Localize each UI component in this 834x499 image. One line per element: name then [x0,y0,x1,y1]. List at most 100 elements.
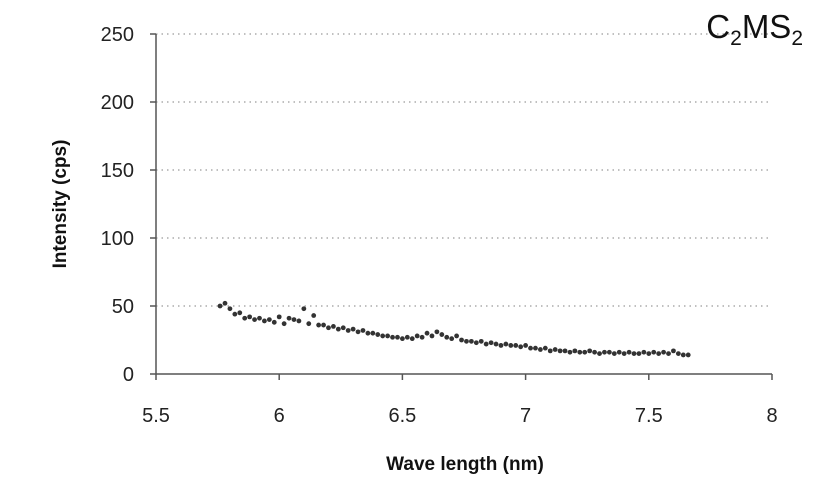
data-point [656,351,662,356]
data-point [350,326,356,332]
data-point [419,334,425,340]
data-point [439,332,445,337]
data-point [262,318,267,324]
y-tick-label: 250 [101,24,134,46]
data-point [252,317,257,322]
sample-label-part: MS [742,8,792,45]
data-point [247,314,253,320]
data-point [473,340,479,346]
data-point [291,317,297,322]
data-point [286,315,292,321]
x-ticks: 5.5 6 6.5 7 7.5 8 [142,374,778,427]
data-point [301,306,307,312]
x-tick-label: 8 [766,405,777,427]
data-point [242,315,248,321]
sample-label: C2MS2 [706,8,803,50]
y-tick-label: 150 [101,160,134,182]
data-point [331,324,336,329]
data-point [587,348,593,354]
data-point [478,338,484,344]
x-tick-label: 6.5 [388,405,416,427]
data-point [276,314,282,320]
data-point [370,330,376,336]
data-point [631,351,637,356]
data-point [326,325,331,331]
data-point [685,352,691,358]
data-point [646,351,652,356]
data-point [503,341,509,347]
data-point [557,348,563,354]
data-point [542,345,548,351]
data-point [518,344,524,350]
data-point [528,345,533,351]
data-point [375,332,381,337]
data-point [444,334,450,340]
data-point [266,317,272,322]
y-axis-label: Intensity (cps) [50,140,71,269]
data-point [257,315,262,321]
data-point [572,348,578,354]
data-point [567,349,573,355]
data-point [606,349,612,355]
data-point [227,306,233,312]
y-tick-label: 100 [101,228,134,250]
y-tick-label: 50 [112,296,134,318]
data-point [641,349,647,355]
data-point [355,329,361,335]
data-point [675,351,681,356]
x-tick-label: 5.5 [142,405,170,427]
data-point [602,349,607,355]
data-point [232,311,238,317]
data-point [400,336,405,342]
data-point [434,329,440,335]
data-point [616,349,622,355]
data-point [611,351,617,356]
data-point [547,348,553,354]
data-point [335,326,341,332]
x-tick-label: 7.5 [635,405,663,427]
data-point [429,333,435,339]
x-tick-label: 7 [520,405,531,427]
data-point [449,336,455,342]
data-point [281,321,287,327]
data-point [483,341,489,347]
data-point [237,310,243,316]
data-point [345,328,351,333]
data-point [380,333,386,339]
data-points [217,300,691,358]
data-point [498,343,504,348]
data-point [592,349,597,355]
data-point [409,336,415,342]
data-point [597,351,602,356]
data-point [296,318,302,324]
data-point [414,333,420,339]
sample-label-part: C [706,8,730,45]
data-point [424,330,430,336]
data-point [321,322,326,328]
data-point [636,351,642,356]
data-point [306,321,312,327]
data-point [523,343,528,348]
data-point [582,349,588,355]
data-point [508,343,514,348]
data-point [365,330,371,336]
sample-label-subscript: 2 [791,27,803,50]
data-point [533,345,538,351]
data-point [577,349,583,355]
data-point [454,333,460,339]
gridlines [156,33,772,307]
data-point [459,337,464,343]
data-point [271,319,277,325]
data-point [562,348,568,354]
data-point [537,347,543,352]
data-point [661,349,666,355]
data-point [651,349,657,355]
data-point [222,300,228,306]
data-point [680,352,686,358]
data-point [464,338,469,344]
x-tick-label: 6 [274,405,285,427]
x-axis-label: Wave length (nm) [386,454,544,475]
data-point [488,340,494,346]
y-ticks: 0 50 100 150 200 250 [101,24,156,386]
data-point [390,334,395,340]
